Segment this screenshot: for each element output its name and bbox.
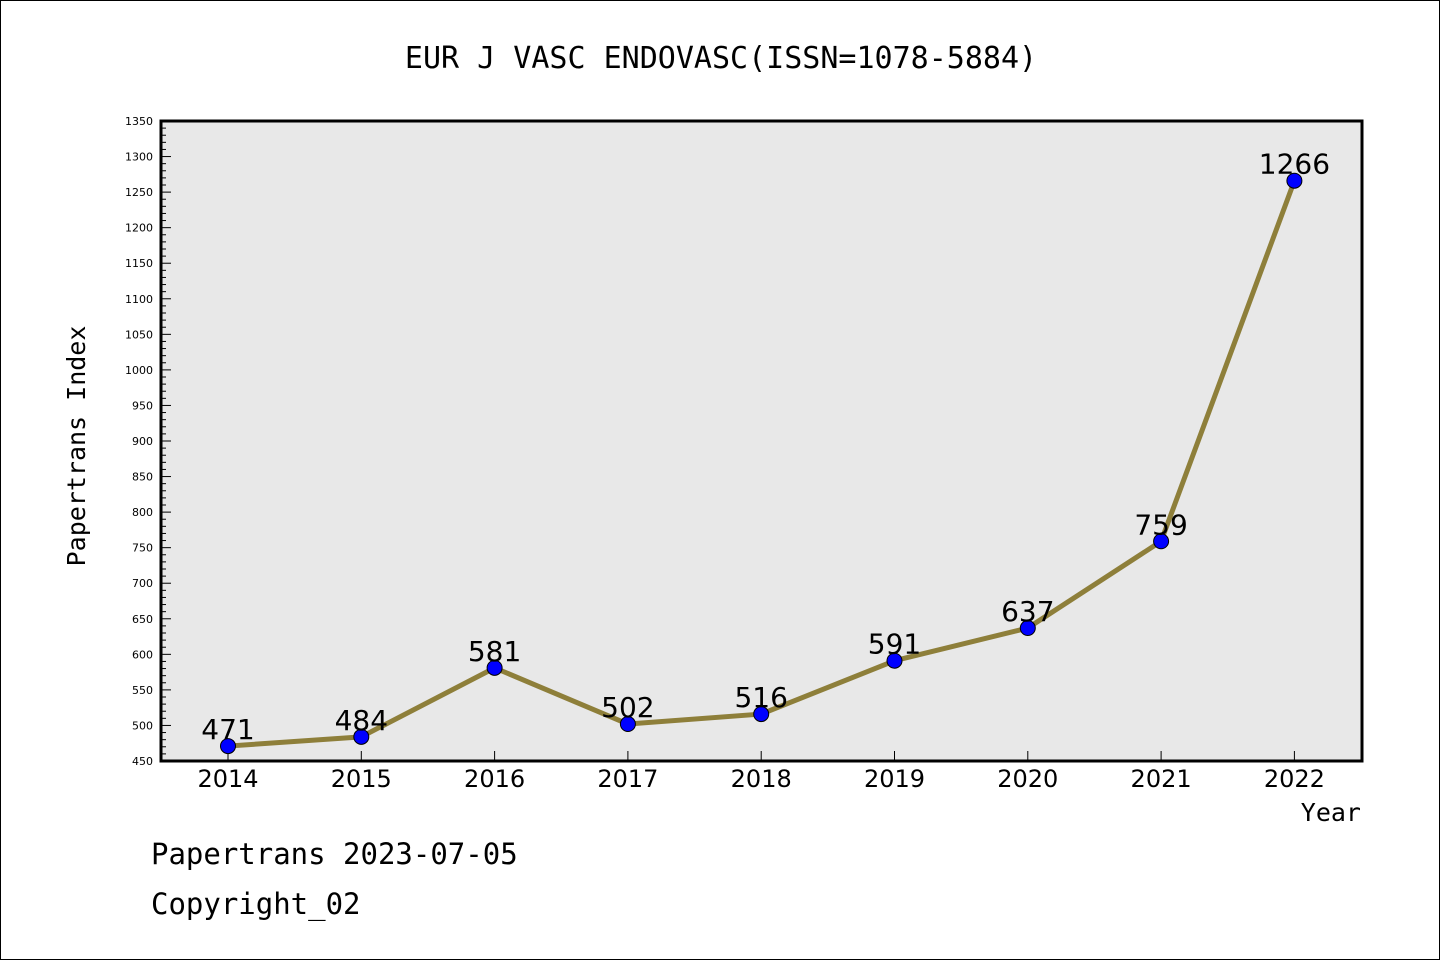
data-label: 502: [601, 691, 654, 724]
y-tick-label: 1300: [125, 151, 153, 164]
x-tick-label: 2021: [1131, 765, 1192, 793]
x-tick-label: 2014: [197, 765, 258, 793]
data-label: 591: [868, 628, 921, 661]
y-tick-label: 1000: [125, 364, 153, 377]
y-axis-tick-labels: 450 500 550 600 650 700 750 800 850 900 950 1000 105…: [125, 115, 153, 768]
y-tick-label: 850: [132, 471, 153, 484]
x-axis-tick-labels: 2014 2015 2016 2017 2018 2019 2020 2021 2022: [197, 765, 1324, 793]
footer-date: Papertrans 2023-07-05: [151, 837, 518, 871]
y-tick-label: 500: [132, 719, 153, 732]
x-tick-label: 2018: [731, 765, 792, 793]
data-point-marker: [486, 659, 503, 676]
y-tick-label: 1250: [125, 186, 153, 199]
data-point-markers: [220, 172, 1303, 755]
data-label: 484: [335, 704, 388, 737]
y-tick-label: 600: [132, 648, 153, 661]
data-label: 1266: [1259, 148, 1330, 181]
x-tick-label: 2017: [597, 765, 658, 793]
chart-title: EUR J VASC ENDOVASC(ISSN=1078-5884): [405, 41, 1037, 76]
data-point-marker: [1286, 172, 1303, 189]
x-tick-label: 2020: [997, 765, 1058, 793]
x-tick-label: 2015: [331, 765, 392, 793]
y-tick-label: 1350: [125, 115, 153, 128]
y-tick-label: 1150: [125, 257, 153, 270]
y-tick-label: 550: [132, 684, 153, 697]
data-label: 637: [1001, 595, 1054, 628]
data-point-marker: [753, 706, 770, 723]
y-tick-label: 1100: [125, 293, 153, 306]
data-label: 516: [734, 681, 787, 714]
y-tick-label: 450: [132, 755, 153, 768]
data-point-marker: [1019, 620, 1036, 637]
y-tick-label: 950: [132, 399, 153, 412]
data-labels: 471 484 581 502 516 591 637 759 1266: [201, 148, 1330, 746]
x-axis-label: Year: [1301, 798, 1361, 827]
data-point-marker: [886, 652, 903, 669]
data-label: 471: [201, 713, 254, 746]
data-label: 759: [1134, 508, 1187, 541]
y-tick-label: 1050: [125, 328, 153, 341]
data-label: 581: [468, 635, 521, 668]
x-tick-label: 2019: [864, 765, 925, 793]
y-tick-label: 800: [132, 506, 153, 519]
y-tick-label: 900: [132, 435, 153, 448]
y-tick-label: 650: [132, 613, 153, 626]
y-axis-label: Papertrans Index: [62, 326, 91, 567]
data-point-marker: [353, 728, 370, 745]
x-tick-label: 2016: [464, 765, 525, 793]
footer-copyright: Copyright_02: [151, 887, 361, 921]
plot-area: [159, 119, 1364, 763]
data-point-marker: [220, 738, 236, 755]
y-tick-label: 750: [132, 542, 153, 555]
data-point-marker: [619, 716, 636, 733]
y-tick-label: 1200: [125, 222, 153, 235]
data-point-marker: [1153, 533, 1170, 550]
y-axis-ticks: [161, 120, 171, 762]
x-tick-label: 2022: [1264, 765, 1325, 793]
y-tick-label: 700: [132, 577, 153, 590]
